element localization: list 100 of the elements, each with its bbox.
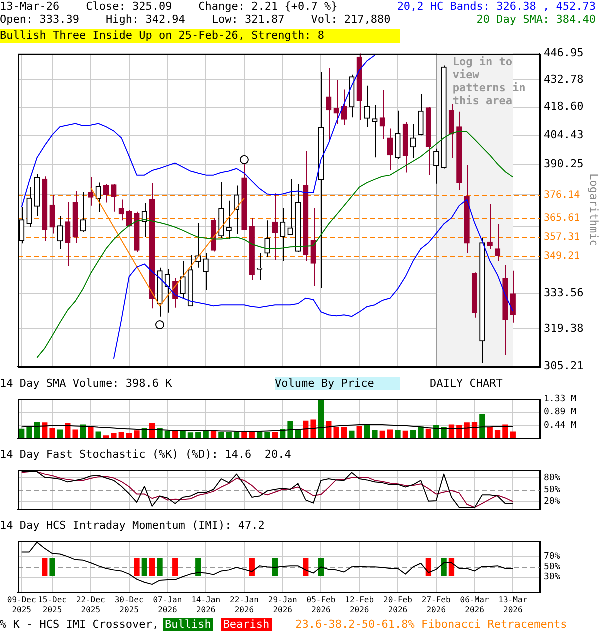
candlestick [341,89,348,126]
candlestick [280,208,286,262]
bar [494,430,501,439]
candlestick [164,268,171,314]
bar [372,430,378,439]
x-tick-label: 09-Dec 2025 [7,596,36,614]
y-tick-label: 0.89 M [544,408,578,418]
candlestick [50,194,56,234]
x-tick-label: 27-Feb 2026 [422,596,451,614]
x-tick-label: 30-Dec 2025 [114,596,144,614]
chart-subtitle: Open: 333.39 High: 342.94 Low: 321.87 Vol: 217,880 [0,13,391,26]
bar [318,399,324,439]
candlestick [334,80,340,125]
bar [426,428,432,439]
candlestick [88,176,94,206]
x-tick-label: 29-Jan 2026 [268,596,298,614]
y-tick-label: 0.44 M [544,420,578,431]
y-axis-title: Logarithmic [588,174,600,246]
candlestick [256,252,263,281]
candlestick [118,199,124,222]
bar [72,430,78,439]
x-tick-label: 07-Jan 2026 [153,596,182,614]
bar [349,430,355,439]
x-tick-label: 15-Dec 2025 [38,596,68,614]
bar [26,427,32,439]
bar [487,427,493,439]
bar [288,421,294,439]
text: Volume By Price [275,377,400,390]
bar [395,430,401,439]
x-tick-label: 22-Jan 2026 [230,596,260,614]
bar [157,428,163,439]
candlestick [494,223,501,262]
bar [341,427,348,439]
chart-title: 14 Day Fast Stochastic (%K) (%D): 14.6 20.4 [0,448,292,461]
bar [264,432,270,439]
text: 20 Day SMA: 384.40 [476,13,596,26]
text: DAILY CHART [430,377,503,390]
y-tick-label: 50% [544,485,561,496]
candlestick [387,128,394,171]
bar [180,430,186,439]
band-label: Log in to view patterns in this area [452,56,526,108]
candlestick [272,193,278,261]
candlestick [226,200,232,240]
text: Bearish [221,618,272,631]
candlestick [487,204,493,250]
candlestick [395,110,401,160]
y-tick-label: 404.43 [544,128,584,142]
candlestick [364,85,370,128]
text: % K - HCS IMI Crossover, [0,618,159,631]
y-tick-label: 20% [544,497,561,508]
x-tick-label: 14-Jan 2026 [192,596,221,614]
bar [502,424,508,439]
y-tick-label: 80% [544,474,561,484]
bar [334,427,340,439]
chart-title: 13-Mar-26 Close: 325.09 Change: 2.21 {+0.7 %} [0,0,338,13]
y-tick-label: 446.95 [544,46,584,60]
x-tick-label: 20-Feb 2026 [384,596,413,614]
candlestick [111,184,117,212]
y-tick-label: 30% [544,572,561,583]
bar [242,432,248,439]
y-tick-label: 418.60 [544,100,584,114]
ref-line-label: 357.31 [544,232,580,244]
y-tick-label: 70% [544,552,561,562]
text: 20,2 HC Bands: 326.38 , 452.73 [397,0,596,13]
candlestick [380,90,386,140]
candlestick [96,182,102,214]
text: 23.6-38.2-50-61.8% Fibonacci Retracements [296,618,568,631]
candlestick [264,220,270,258]
bar [387,430,394,439]
candlestick [510,270,516,324]
candlestick [126,210,132,228]
x-tick-label: 06-Mar 2026 [460,596,490,614]
candlestick [372,104,378,158]
bar [188,432,194,439]
ref-line-label: 349.21 [544,251,580,262]
ref-line-label: 376.14 [544,190,580,202]
bar [441,427,447,439]
candlestick [203,252,209,291]
chart-title: 14 Day SMA Volume: 398.6 K [0,377,172,390]
x-tick-label: 12-Feb 2026 [345,596,374,614]
y-tick-label: 333.56 [544,286,584,300]
bar [464,422,470,439]
chart-title: 14 Day HCS Intraday Momentum (IMI): 47.2 [0,519,265,532]
bar [50,428,56,439]
bar [19,428,25,439]
bar [310,420,316,439]
bar [88,427,94,439]
text: Bullish Three Inside Up on 25-Feb-26, Strength: 8 [0,29,400,43]
candlestick [418,94,424,136]
candlestick [448,104,455,159]
y-tick-label: 50% [544,562,561,572]
bar [356,426,362,439]
y-tick-label: 305.21 [544,359,584,372]
y-tick-label: 390.25 [544,158,584,171]
bar [480,414,486,439]
y-tick-label: 432.78 [544,72,584,86]
candlestick [103,184,110,204]
x-tick-label: 22-Dec 2025 [76,596,106,614]
bar [418,426,424,439]
candlestick [80,192,86,233]
